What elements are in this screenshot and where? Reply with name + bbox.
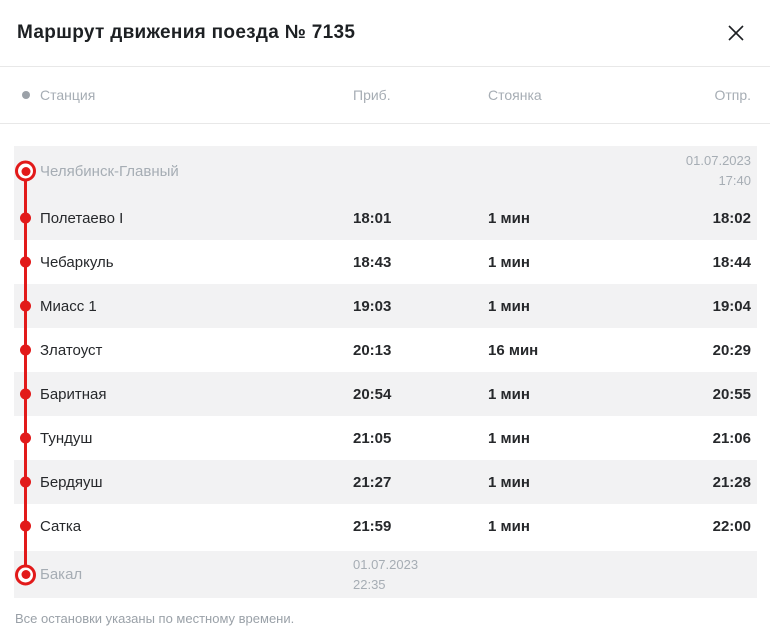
station-name: Бакал <box>40 566 83 583</box>
table-row: Бакал 01.07.2023 22:35 <box>14 551 757 598</box>
column-header-arrival: Приб. <box>353 87 391 103</box>
stop-duration: 1 мин <box>488 429 530 447</box>
arrival-time: 19:03 <box>353 297 392 315</box>
stop-duration: 1 мин <box>488 517 530 535</box>
close-button[interactable] <box>722 19 750 47</box>
arrival-time: 18:43 <box>353 253 392 271</box>
arrival-time: 20:13 <box>353 341 392 359</box>
route-stop-dot-icon <box>20 476 31 488</box>
departure-datetime: 01.07.2023 17:40 <box>686 151 751 191</box>
route-timeline-line <box>24 171 27 574</box>
route-stop-dot-icon <box>20 388 31 400</box>
route-stop-dot-icon <box>20 432 31 444</box>
station-name: Бердяуш <box>40 473 103 491</box>
departure-time: 18:44 <box>712 253 751 271</box>
column-header-departure: Отпр. <box>714 87 751 103</box>
modal-header: Маршрут движения поезда № 7135 <box>0 0 770 67</box>
station-name: Челябинск-Главный <box>40 162 179 180</box>
departure-time: 18:02 <box>712 209 751 227</box>
departure-time: 22:00 <box>712 517 751 535</box>
arrival-time: 21:27 <box>353 473 392 491</box>
close-icon <box>725 22 747 44</box>
table-row: Полетаево I 18:01 1 мин 18:02 <box>14 196 757 240</box>
station-name: Сатка <box>40 517 82 535</box>
stop-duration: 1 мин <box>488 473 530 491</box>
route-stop-dot-icon <box>20 300 31 312</box>
route-stop-dot-icon <box>20 212 31 224</box>
departure-time: 20:55 <box>712 385 751 403</box>
arrival-time: 21:05 <box>353 429 392 447</box>
route-terminus-ring-icon <box>15 564 36 585</box>
arrival-time: 22:35 <box>353 576 386 592</box>
stop-duration: 1 мин <box>488 253 530 271</box>
station-name: Миасс 1 <box>40 297 97 315</box>
arrival-time: 20:54 <box>353 385 392 403</box>
table-row: Тундуш 21:05 1 мин 21:06 <box>14 416 757 460</box>
departure-time: 19:04 <box>712 297 751 315</box>
departure-date: 01.07.2023 <box>685 153 751 168</box>
route-origin-ring-icon <box>15 160 36 182</box>
route-stop-dot-icon <box>20 344 31 356</box>
local-time-note: Все остановки указаны по местному времен… <box>15 611 295 626</box>
table-row: Челябинск-Главный 01.07.2023 17:40 <box>14 146 757 196</box>
table-row: Миасс 1 19:03 1 мин 19:04 <box>14 284 757 328</box>
station-name: Златоуст <box>40 341 103 359</box>
departure-time: 20:29 <box>712 341 751 359</box>
stop-duration: 16 мин <box>488 341 539 359</box>
modal-title: Маршрут движения поезда № 7135 <box>17 22 356 43</box>
station-name: Чебаркуль <box>40 253 114 271</box>
departure-time: 21:06 <box>712 429 751 447</box>
stop-duration: 1 мин <box>488 385 530 403</box>
station-dot-icon <box>22 91 30 99</box>
table-column-header: Станция Приб. Стоянка Отпр. <box>0 67 770 124</box>
route-table: Челябинск-Главный 01.07.2023 17:40 Полет… <box>0 146 770 598</box>
column-header-stop: Стоянка <box>488 87 542 103</box>
arrival-time: 21:59 <box>353 517 392 535</box>
route-stop-dot-icon <box>20 256 31 268</box>
departure-time: 17:40 <box>718 173 751 188</box>
stop-duration: 1 мин <box>488 209 530 227</box>
table-row: Златоуст 20:13 16 мин 20:29 <box>14 328 757 372</box>
route-stop-dot-icon <box>20 520 31 532</box>
column-header-station: Станция <box>40 87 96 103</box>
station-name: Баритная <box>40 385 107 403</box>
arrival-time: 18:01 <box>353 209 392 227</box>
departure-time: 21:28 <box>712 473 751 491</box>
table-row: Бердяуш 21:27 1 мин 21:28 <box>14 460 757 504</box>
station-name: Полетаево I <box>40 209 124 227</box>
table-row: Чебаркуль 18:43 1 мин 18:44 <box>14 240 757 284</box>
table-row: Сатка 21:59 1 мин 22:00 <box>14 504 757 548</box>
table-row: Баритная 20:54 1 мин 20:55 <box>14 372 757 416</box>
stop-duration: 1 мин <box>488 297 530 315</box>
station-name: Тундуш <box>40 429 93 447</box>
arrival-datetime: 01.07.2023 22:35 <box>353 555 488 595</box>
arrival-date: 01.07.2023 <box>353 556 419 572</box>
